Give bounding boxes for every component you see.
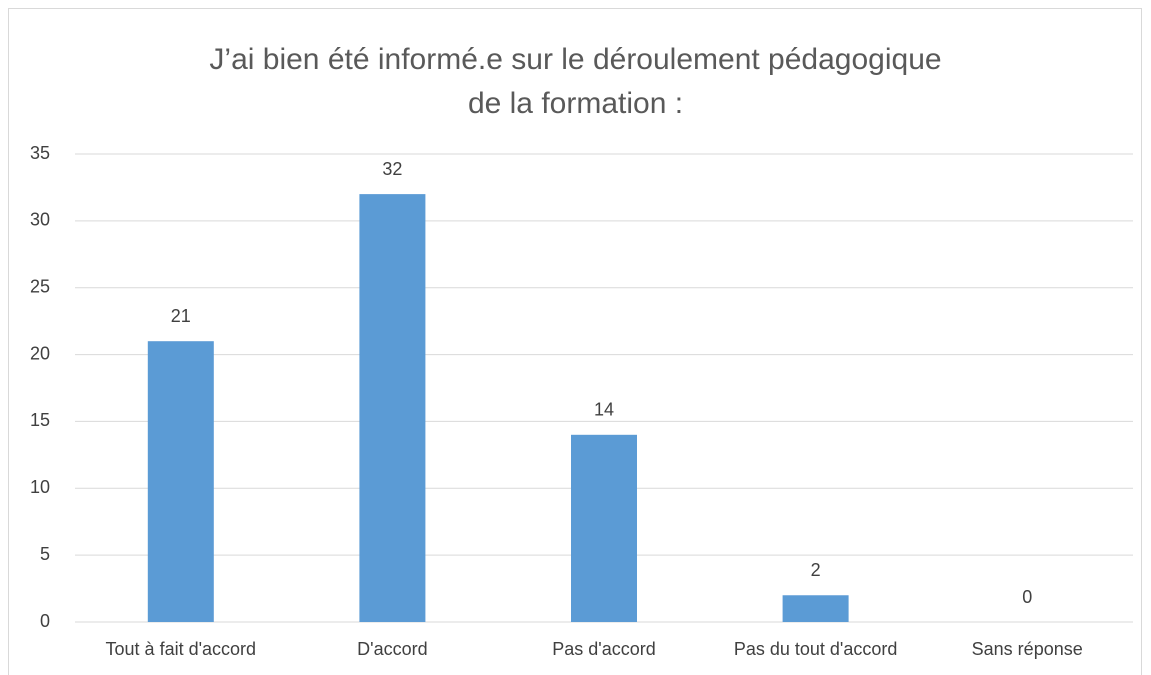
value-label: 14 xyxy=(594,400,614,420)
bar xyxy=(147,341,214,622)
x-tick-label: Sans réponse xyxy=(972,639,1083,659)
value-label: 2 xyxy=(811,560,821,580)
bar xyxy=(359,194,426,622)
value-label: 0 xyxy=(1022,587,1032,607)
chart-border xyxy=(8,8,1142,675)
y-tick-label: 5 xyxy=(40,544,50,564)
x-tick-label: Pas d'accord xyxy=(552,639,656,659)
y-tick-label: 30 xyxy=(30,210,50,230)
value-label: 21 xyxy=(171,306,191,326)
bar xyxy=(571,434,637,622)
x-tick-label: Tout à fait d'accord xyxy=(106,639,257,659)
y-tick-label: 25 xyxy=(30,276,50,296)
y-tick-label: 0 xyxy=(40,611,50,631)
y-tick-label: 10 xyxy=(30,477,50,497)
value-label: 32 xyxy=(382,159,402,179)
y-tick-label: 20 xyxy=(30,343,50,363)
bar xyxy=(782,595,849,622)
y-tick-label: 15 xyxy=(30,410,50,430)
x-tick-label: D'accord xyxy=(357,639,427,659)
y-tick-label: 35 xyxy=(30,143,50,163)
chart-title: J’ai bien été informé.e sur le dérouleme… xyxy=(209,43,942,120)
x-tick-label: Pas du tout d'accord xyxy=(734,639,898,659)
